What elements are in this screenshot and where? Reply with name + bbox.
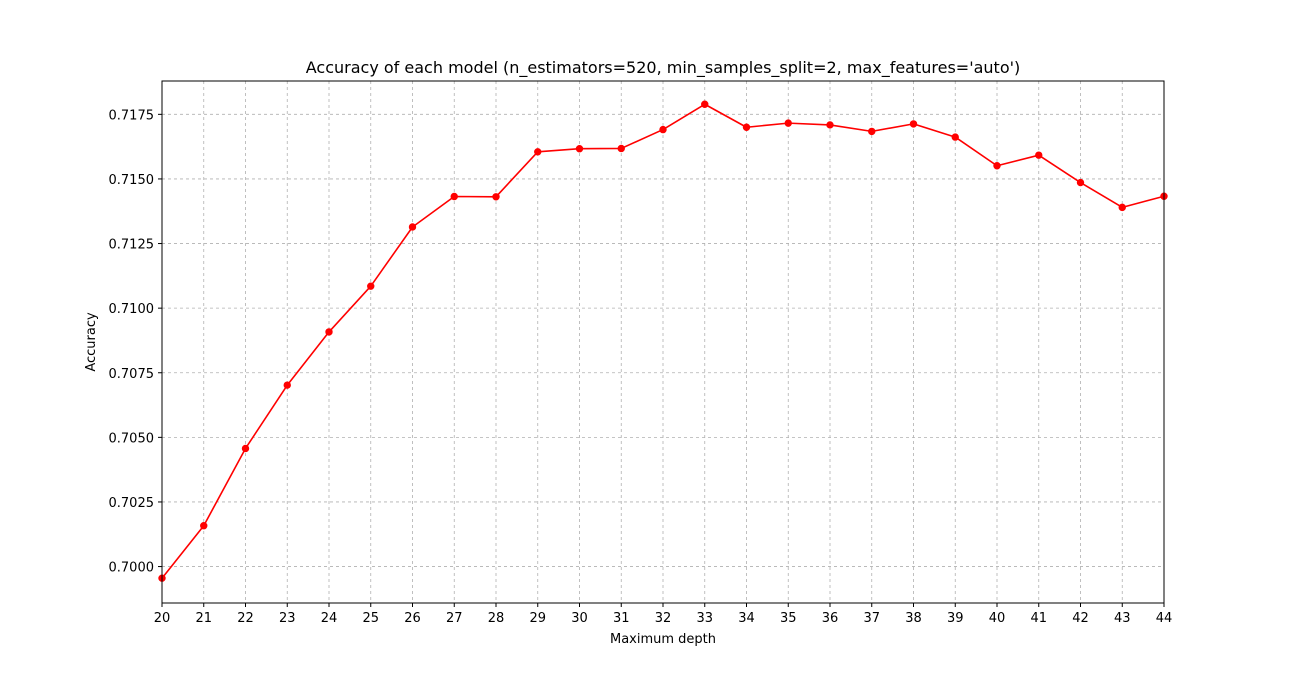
- y-axis: 0.7000 0.7025 0.7050 0.7075 0.7100 0.7125 0.71…: [109, 108, 162, 576]
- x-tick-label: 23: [279, 611, 296, 626]
- x-tick-label: 28: [488, 611, 505, 626]
- x-tick-label: 29: [529, 611, 546, 626]
- x-tick-label: 42: [1072, 611, 1089, 626]
- x-tick-label: 31: [613, 611, 630, 626]
- x-tick-label: 25: [362, 611, 379, 626]
- y-tick-label: 0.7000: [109, 561, 155, 576]
- data-point: [826, 121, 834, 129]
- data-point: [1076, 178, 1085, 187]
- data-point: [951, 133, 959, 141]
- data-point: [617, 144, 625, 153]
- x-tick-label: 37: [863, 611, 880, 626]
- data-point: [659, 125, 667, 134]
- data-point: [909, 120, 918, 128]
- x-tick-label: 35: [780, 611, 797, 626]
- data-point: [450, 192, 458, 201]
- y-tick-label: 0.7025: [109, 496, 155, 511]
- x-tick-label: 40: [989, 611, 1006, 626]
- x-tick-label: 21: [195, 611, 212, 626]
- x-tick-label: 43: [1114, 611, 1131, 626]
- x-tick-label: 27: [446, 611, 463, 626]
- data-point: [742, 123, 751, 131]
- data-point: [575, 145, 584, 153]
- x-tick-label: 26: [404, 611, 421, 626]
- data-point: [1118, 203, 1126, 212]
- data-point: [492, 193, 500, 201]
- data-point: [534, 148, 542, 156]
- x-tick-label: 34: [738, 611, 755, 626]
- x-tick-label: 33: [696, 611, 713, 626]
- chart-title: Accuracy of each model (n_estimators=520…: [306, 58, 1021, 78]
- x-tick-label: 32: [655, 611, 672, 626]
- x-tick-label: 24: [321, 611, 338, 626]
- x-axis: 20 21 22 23 24 25 26 27 28 29 30 31 32 33 34 35 36 37 38 39…: [154, 603, 1173, 626]
- y-tick-label: 0.7175: [109, 108, 155, 123]
- series-layer: [158, 100, 1168, 582]
- data-point: [241, 444, 250, 453]
- grid: [161, 81, 1165, 603]
- data-point: [784, 119, 792, 127]
- x-tick-label: 22: [237, 611, 254, 626]
- x-tick-label: 41: [1030, 611, 1047, 626]
- y-tick-label: 0.7125: [109, 238, 155, 253]
- data-point: [701, 100, 709, 108]
- data-point: [325, 328, 333, 336]
- x-tick-label: 30: [571, 611, 588, 626]
- y-tick-label: 0.7050: [109, 431, 155, 446]
- data-point: [993, 162, 1001, 170]
- x-tick-label: 39: [947, 611, 964, 626]
- x-tick-label: 38: [905, 611, 922, 626]
- y-tick-label: 0.7075: [109, 367, 155, 382]
- data-point: [283, 381, 291, 389]
- x-tick-label: 44: [1156, 611, 1173, 626]
- data-point: [367, 282, 375, 290]
- data-point: [1035, 151, 1043, 159]
- y-tick-label: 0.7150: [109, 173, 155, 188]
- y-tick-label: 0.7100: [109, 302, 155, 317]
- x-axis-label: Maximum depth: [610, 632, 716, 647]
- data-point: [408, 223, 417, 231]
- data-point: [868, 127, 876, 136]
- y-axis-label: Accuracy: [84, 312, 99, 372]
- x-tick-label: 20: [154, 611, 171, 626]
- data-point: [200, 522, 208, 530]
- x-tick-label: 36: [822, 611, 839, 626]
